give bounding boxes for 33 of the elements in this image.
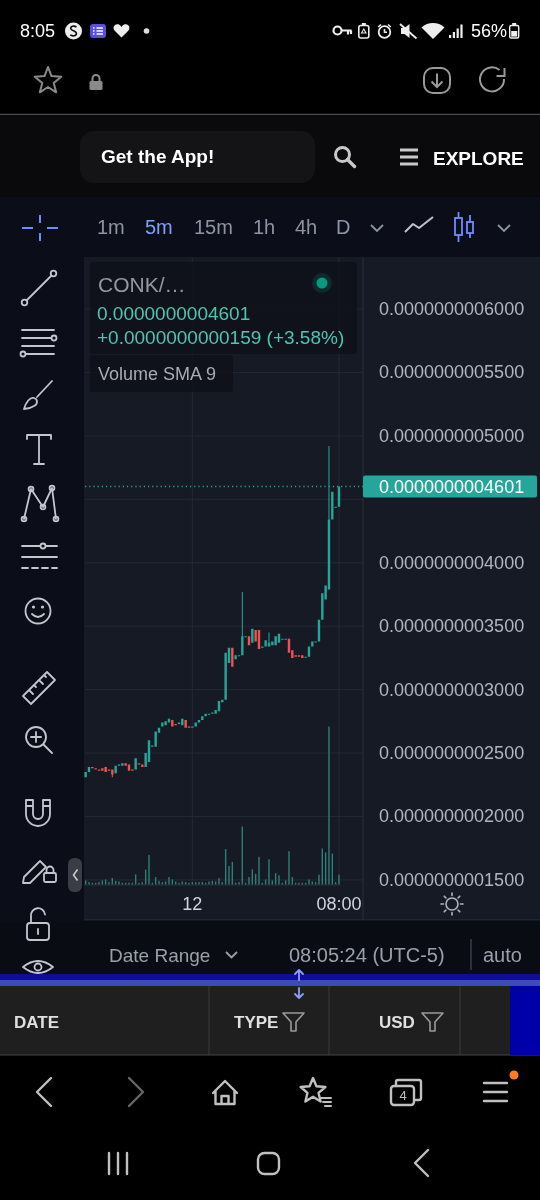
text: CONK/… [98,273,186,296]
text: 15m [194,216,233,238]
text: DATE [14,1013,60,1032]
text: 56% [471,21,508,41]
text: 5m [145,216,173,238]
y-tick-label: 0.0000000003000 [379,679,525,700]
y-tick-label: 0.0000000002500 [379,743,525,764]
y-tick-label: 0.0000000002000 [379,806,525,827]
y-tick-label: 0.0000000005000 [379,425,525,446]
x-tick-label: 12 [182,894,203,914]
ref-line-label: 0.0000000004601 [379,476,525,497]
y-tick-label: 0.0000000003500 [379,616,525,637]
y-tick-label: 0.0000000006000 [379,299,525,320]
text: auto [483,944,522,966]
text: USD [379,1013,415,1032]
x-tick-label: 08:00 [316,894,362,914]
text: EXPLORE [433,148,524,169]
text: 1m [97,216,125,238]
text: D [336,216,351,238]
text: 08:05:24 (UTC-5) [289,944,445,966]
text: Date Range [109,945,211,966]
annotation: +0.0000000000159 (+3.58%) [97,327,345,348]
text: Get the App! [101,146,215,167]
chart-title: Volume SMA 9 [98,364,217,384]
y-tick-label: 0.0000000001500 [379,869,525,890]
text: 8:05 [20,21,56,41]
text: 4h [295,216,318,238]
y-tick-label: 0.0000000005500 [379,362,525,383]
text: 1h [253,216,276,238]
annotation: 0.0000000004601 [97,303,251,324]
y-tick-label: 0.0000000004000 [379,552,525,573]
text: 4 [399,1088,407,1103]
text: TYPE [234,1013,279,1032]
